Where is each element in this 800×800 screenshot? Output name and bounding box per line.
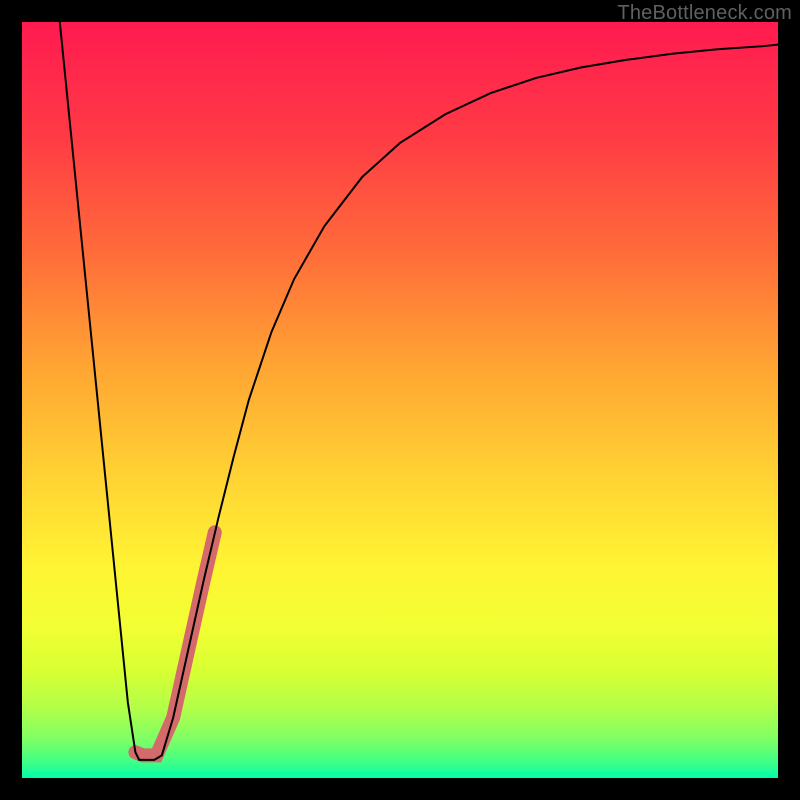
plot-background <box>22 22 778 778</box>
plot-area <box>22 22 778 778</box>
chart-container: TheBottleneck.com <box>0 0 800 800</box>
